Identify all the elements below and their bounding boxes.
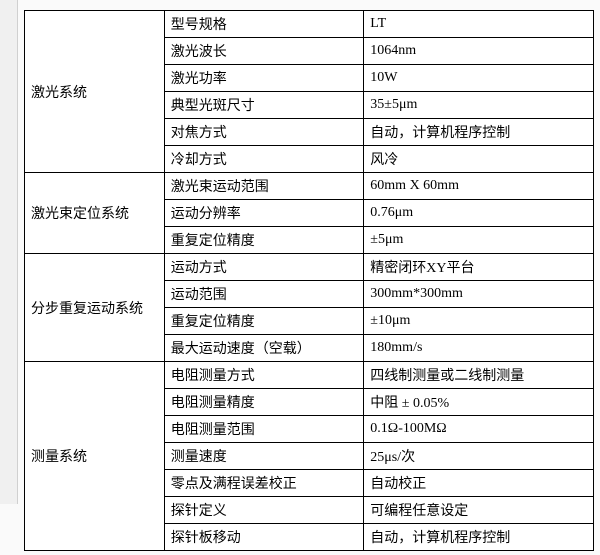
category-cell: 分步重复运动系统 <box>25 254 165 362</box>
param-cell: 重复定位精度 <box>164 227 364 254</box>
value-cell: ±10μm <box>364 308 594 335</box>
param-cell: 运动分辨率 <box>164 200 364 227</box>
value-cell: 0.76μm <box>364 200 594 227</box>
value-cell: 中阻 ± 0.05% <box>364 389 594 416</box>
value-cell: 0.1Ω-100MΩ <box>364 416 594 443</box>
param-cell: 运动范围 <box>164 281 364 308</box>
value-cell: LT <box>364 11 594 38</box>
param-cell: 电阻测量精度 <box>164 389 364 416</box>
param-cell: 零点及满程误差校正 <box>164 470 364 497</box>
value-cell: 1064nm <box>364 38 594 65</box>
param-cell: 重复定位精度 <box>164 308 364 335</box>
param-cell: 运动方式 <box>164 254 364 281</box>
spec-table-wrap: 激光系统 型号规格 LT 激光波长 1064nm 激光功率 10W 典型光斑尺寸… <box>24 10 596 551</box>
param-cell: 电阻测量方式 <box>164 362 364 389</box>
value-cell: 自动，计算机程序控制 <box>364 119 594 146</box>
category-cell: 激光系统 <box>25 11 165 173</box>
value-cell: 自动，计算机程序控制 <box>364 524 594 551</box>
value-cell: 180mm/s <box>364 335 594 362</box>
table-row: 激光束定位系统 激光束运动范围 60mm X 60mm <box>25 173 594 200</box>
value-cell: 60mm X 60mm <box>364 173 594 200</box>
param-cell: 电阻测量范围 <box>164 416 364 443</box>
param-cell: 探针定义 <box>164 497 364 524</box>
param-cell: 典型光斑尺寸 <box>164 92 364 119</box>
value-cell: 10W <box>364 65 594 92</box>
param-cell: 冷却方式 <box>164 146 364 173</box>
value-cell: 自动校正 <box>364 470 594 497</box>
category-cell: 测量系统 <box>25 362 165 551</box>
param-cell: 型号规格 <box>164 11 364 38</box>
param-cell: 对焦方式 <box>164 119 364 146</box>
value-cell: 四线制测量或二线制测量 <box>364 362 594 389</box>
param-cell: 激光波长 <box>164 38 364 65</box>
param-cell: 测量速度 <box>164 443 364 470</box>
value-cell: 300mm*300mm <box>364 281 594 308</box>
category-cell: 激光束定位系统 <box>25 173 165 254</box>
value-cell: 风冷 <box>364 146 594 173</box>
value-cell: 精密闭环XY平台 <box>364 254 594 281</box>
param-cell: 探针板移动 <box>164 524 364 551</box>
value-cell: 可编程任意设定 <box>364 497 594 524</box>
table-row: 分步重复运动系统 运动方式 精密闭环XY平台 <box>25 254 594 281</box>
spreadsheet-gutter <box>0 0 18 504</box>
spec-table-body: 激光系统 型号规格 LT 激光波长 1064nm 激光功率 10W 典型光斑尺寸… <box>25 11 594 551</box>
param-cell: 激光功率 <box>164 65 364 92</box>
value-cell: 35±5μm <box>364 92 594 119</box>
value-cell: ±5μm <box>364 227 594 254</box>
table-row: 激光系统 型号规格 LT <box>25 11 594 38</box>
spec-table: 激光系统 型号规格 LT 激光波长 1064nm 激光功率 10W 典型光斑尺寸… <box>24 10 594 551</box>
table-row: 测量系统 电阻测量方式 四线制测量或二线制测量 <box>25 362 594 389</box>
param-cell: 最大运动速度（空载） <box>164 335 364 362</box>
param-cell: 激光束运动范围 <box>164 173 364 200</box>
value-cell: 25μs/次 <box>364 443 594 470</box>
